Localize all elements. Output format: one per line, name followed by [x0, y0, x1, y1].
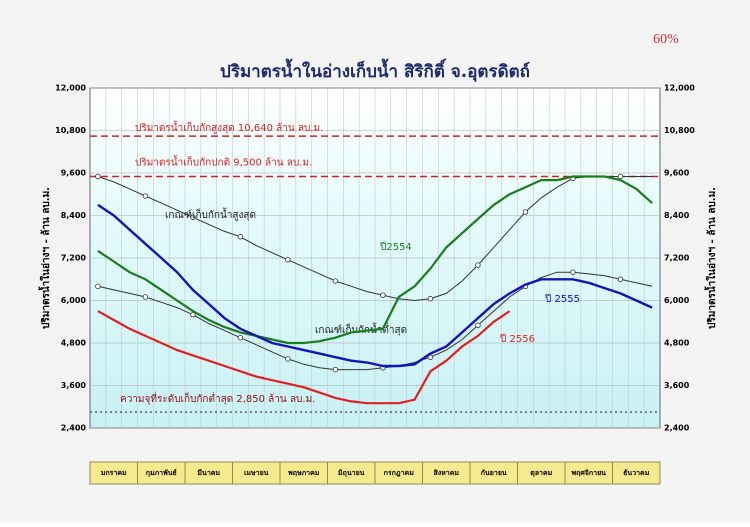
- month-label: กันยายน: [481, 469, 507, 477]
- y2-axis-label: ปริมาตรน้ำในอ่างฯ - ล้าน ลบ.ม.: [704, 187, 718, 329]
- y2-tick-label: 10,800: [664, 126, 695, 135]
- y2-tick-label: 8,400: [664, 211, 690, 220]
- line-marker: [142, 294, 149, 300]
- month-label: สิงหาคม: [433, 469, 460, 477]
- series-label: ปี 2556: [499, 333, 535, 345]
- line-marker: [142, 193, 149, 199]
- y-tick-label: 7,200: [61, 254, 87, 263]
- series-line: [97, 176, 653, 302]
- y2-tick-label: 3,600: [664, 381, 690, 390]
- month-label: เมษายน: [244, 469, 269, 477]
- line-marker: [332, 366, 339, 373]
- line-marker: [332, 278, 339, 284]
- y-tick-label: 8,400: [61, 211, 87, 220]
- y-tick-label: 3,600: [61, 381, 87, 390]
- line-marker: [237, 234, 244, 240]
- month-label: กุมภาพันธ์: [146, 468, 177, 477]
- month-label: มิถุนายน: [338, 469, 365, 477]
- line-marker: [570, 269, 576, 275]
- line-marker: [190, 214, 196, 220]
- series-line: [97, 175, 653, 345]
- line-marker: [237, 334, 244, 341]
- y-tick-label: 10,800: [55, 126, 86, 135]
- month-label: ตุลาคม: [530, 469, 552, 477]
- y-axis-label: ปริมาตรน้ำในอ่างฯ - ล้าน ลบ.ม.: [38, 187, 52, 329]
- month-label: กรกฎาคม: [384, 469, 415, 477]
- line-marker: [285, 356, 291, 362]
- series-label: เกณฑ์เก็บกักน้ำต่ำสุด: [315, 322, 407, 336]
- month-label: มีนาคม: [197, 469, 220, 477]
- corner-note: 60%: [653, 32, 679, 47]
- y2-tick-label: 4,800: [664, 339, 690, 348]
- line-marker: [617, 173, 624, 180]
- y2-tick-label: 9,600: [664, 169, 690, 178]
- reference-label: ความจุที่ระดับเก็บกักต่ำสุด 2,850 ล้าน ล…: [120, 391, 315, 405]
- series-line: [97, 271, 653, 371]
- series-line: [97, 203, 653, 368]
- reference-label: ปริมาตรน้ำเก็บกักปกติ 9,500 ล้าน ลบ.ม.: [135, 155, 312, 169]
- month-label: มกราคม: [101, 469, 127, 477]
- line-marker: [95, 283, 101, 290]
- line-marker: [285, 257, 291, 263]
- line-marker: [522, 209, 529, 215]
- line-marker: [427, 296, 434, 302]
- series-label: เกณฑ์เก็บกักน้ำสูงสุด: [165, 207, 256, 221]
- line-marker: [475, 262, 481, 268]
- month-label: พฤษภาคม: [288, 469, 320, 477]
- y-tick-label: 4,800: [61, 339, 87, 348]
- line-marker: [95, 173, 101, 180]
- chart-title: ปริมาตรน้ำในอ่างเก็บน้ำ สิริกิติ์ จ.อุตร…: [220, 58, 530, 82]
- month-label: ธันวาคม: [623, 469, 650, 477]
- y2-tick-label: 2,400: [664, 424, 690, 433]
- y2-tick-label: 12,000: [664, 84, 695, 93]
- month-cell: [612, 461, 661, 485]
- series-line: [97, 310, 511, 405]
- series-label: ปี2554: [379, 241, 411, 253]
- series-label: ปี 2555: [544, 293, 580, 305]
- y2-tick-label: 6,000: [664, 296, 690, 305]
- line-marker: [475, 322, 481, 328]
- y-tick-label: 12,000: [55, 84, 86, 93]
- line-marker: [617, 276, 624, 282]
- y-tick-label: 6,000: [61, 296, 87, 305]
- line-marker: [380, 292, 386, 298]
- reference-label: ปริมาตรน้ำเก็บกักสูงสุด 10,640 ล้าน ลบ.ม…: [135, 120, 323, 134]
- month-label: พฤศจิกายน: [572, 469, 607, 477]
- y-tick-label: 9,600: [61, 169, 87, 178]
- y2-tick-label: 7,200: [664, 254, 690, 263]
- y-tick-label: 2,400: [61, 424, 87, 433]
